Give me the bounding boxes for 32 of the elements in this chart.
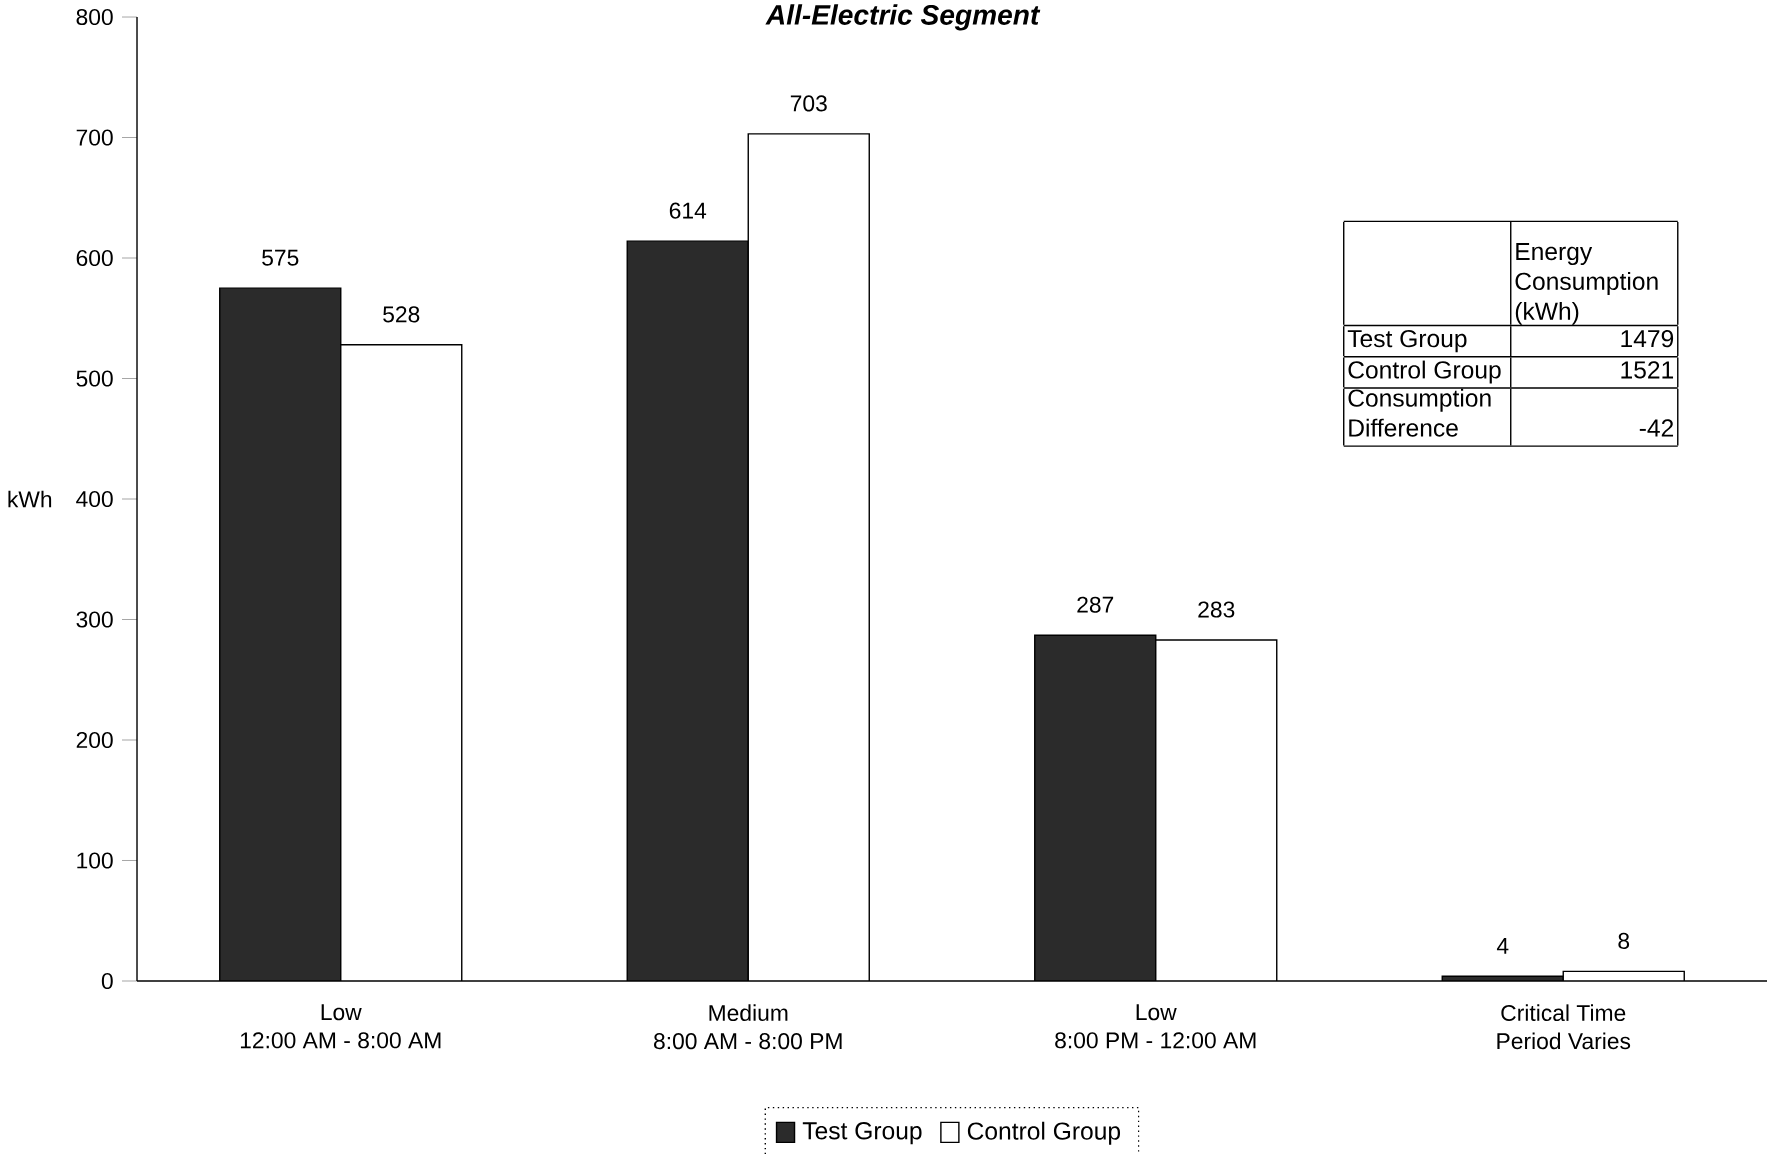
- annotation: -42: [1639, 419, 1674, 437]
- x-tick-label: Critical Time Period Varies: [1497, 1004, 1631, 1050]
- data-label: 8: [1618, 932, 1630, 949]
- y-tick-label: 100: [77, 852, 113, 869]
- x-tick-label: Low 12:00 AM - 8:00 AM: [240, 1004, 441, 1049]
- data-label: 287: [1077, 596, 1114, 613]
- data-label: 528: [383, 306, 420, 323]
- x-tick-label: Medium 8:00 AM - 8:00 PM: [654, 1004, 842, 1050]
- y-tick-label: 300: [76, 611, 113, 628]
- annotation: Consumption Difference: [1348, 388, 1491, 437]
- annotation: Control Group: [1348, 360, 1501, 384]
- y-tick-label: 600: [76, 249, 113, 267]
- legend-label: Control Group: [967, 1121, 1121, 1145]
- chart-title: All-Electric Segment: [765, 4, 1041, 31]
- data-label: 575: [262, 249, 299, 266]
- y-tick-label: 0: [101, 972, 113, 990]
- y-tick-label: 700: [76, 129, 113, 146]
- annotation: 1521: [1621, 361, 1674, 379]
- y-tick-label: 500: [76, 370, 113, 387]
- annotation: Energy Consumption (kWh): [1515, 243, 1658, 325]
- annotation: Test Group: [1347, 329, 1467, 353]
- legend-label: Test Group: [802, 1122, 922, 1145]
- y-tick-label: 800: [76, 8, 113, 26]
- y-axis-title: kWh: [8, 490, 52, 508]
- data-label: 4: [1496, 938, 1509, 954]
- y-tick-label: 400: [76, 490, 113, 508]
- x-tick-label: Low 8:00 PM - 12:00 AM: [1055, 1004, 1256, 1049]
- annotation: 1479: [1621, 329, 1674, 348]
- data-label: 703: [790, 95, 827, 112]
- data-label: 614: [669, 202, 707, 219]
- y-tick-label: 200: [76, 731, 113, 749]
- data-label: 283: [1198, 601, 1235, 618]
